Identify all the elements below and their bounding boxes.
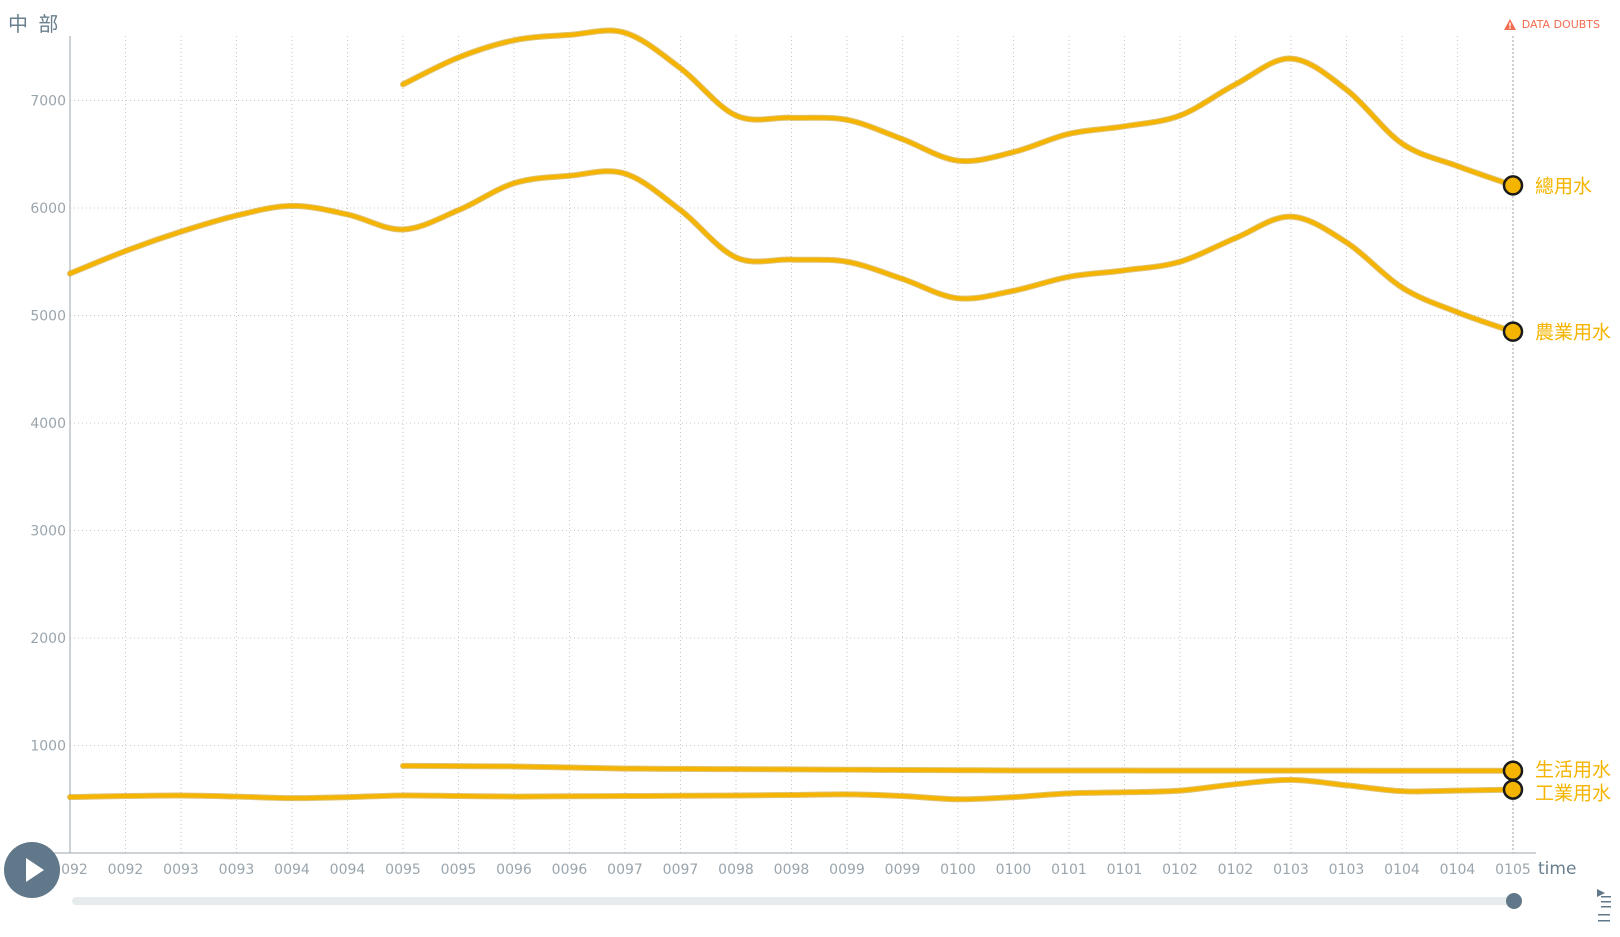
- series-line: [401, 28, 1515, 188]
- data-doubts-label: DATA DOUBTS: [1521, 18, 1600, 31]
- x-tick-label: 0092: [108, 862, 144, 878]
- series-label[interactable]: 工業用水: [1535, 783, 1611, 805]
- play-button[interactable]: [4, 842, 60, 898]
- series-end-marker[interactable]: [1502, 760, 1524, 782]
- y-tick-label: 3000: [30, 524, 66, 540]
- series-line: [68, 169, 1515, 334]
- warning-triangle-icon: [1503, 19, 1516, 30]
- series-line-shadow: [67, 168, 1516, 335]
- x-tick-label: 0092: [52, 862, 88, 878]
- x-axis-label: time: [1538, 859, 1576, 879]
- y-tick-label: 5000: [30, 309, 66, 325]
- series-end-marker[interactable]: [1502, 321, 1524, 342]
- options-icon[interactable]: [1596, 888, 1612, 922]
- x-tick-label: 0104: [1440, 862, 1476, 878]
- x-tick-label: 0096: [496, 862, 532, 878]
- x-tick-label: 0095: [441, 862, 477, 878]
- chart-title: 中 部: [8, 12, 61, 36]
- series-lines: [67, 27, 1516, 803]
- x-tick-label: 0100: [996, 862, 1032, 878]
- y-tick-label: 6000: [30, 201, 66, 217]
- time-slider-handle[interactable]: [1506, 893, 1522, 909]
- series-line: [401, 763, 1515, 773]
- x-tick-label: 0105: [1495, 862, 1531, 878]
- x-tick-label: 0094: [274, 862, 310, 878]
- x-tick-label: 0094: [330, 862, 366, 878]
- x-tick-label: 0095: [385, 862, 421, 878]
- y-axis-ticks: 1000 2000 3000 4000 5000 6000 7000: [30, 94, 66, 755]
- series-label[interactable]: 農業用水: [1535, 322, 1611, 344]
- y-tick-label: 2000: [30, 631, 66, 647]
- x-tick-label: 0103: [1273, 862, 1309, 878]
- x-tick-label: 0096: [552, 862, 588, 878]
- time-slider-track[interactable]: [72, 897, 1520, 905]
- x-tick-label: 0102: [1162, 862, 1198, 878]
- x-tick-label: 0098: [774, 862, 810, 878]
- series-label[interactable]: 生活用水: [1535, 759, 1611, 781]
- y-tick-label: 4000: [30, 416, 66, 432]
- series-line: [68, 777, 1515, 802]
- x-tick-label: 0100: [940, 862, 976, 878]
- x-tick-label: 0104: [1384, 862, 1420, 878]
- y-tick-label: 7000: [30, 94, 66, 110]
- x-tick-label: 0103: [1329, 862, 1365, 878]
- x-tick-label: 0097: [607, 862, 643, 878]
- vertical-gridlines: [125, 36, 1458, 853]
- x-tick-label: 0101: [1107, 862, 1143, 878]
- x-tick-label: 0101: [1051, 862, 1087, 878]
- x-tick-label: 0097: [663, 862, 699, 878]
- x-tick-label: 0099: [885, 862, 921, 878]
- x-tick-label: 0093: [219, 862, 255, 878]
- x-tick-label: 0102: [1218, 862, 1254, 878]
- series-label[interactable]: 總用水: [1535, 175, 1592, 197]
- x-tick-label: 0093: [163, 862, 199, 878]
- x-tick-label: 0099: [829, 862, 865, 878]
- play-icon: [26, 858, 44, 882]
- y-tick-label: 1000: [30, 739, 66, 755]
- series-end-marker[interactable]: [1502, 779, 1524, 800]
- x-axis-ticks: 0092 0092 0093 0093 0094 0094 0095 0095 0096 0096…: [52, 862, 1531, 878]
- x-tick-label: 0098: [718, 862, 754, 878]
- series-end-marker[interactable]: [1502, 175, 1524, 196]
- data-doubts-link[interactable]: DATA DOUBTS: [1503, 18, 1600, 31]
